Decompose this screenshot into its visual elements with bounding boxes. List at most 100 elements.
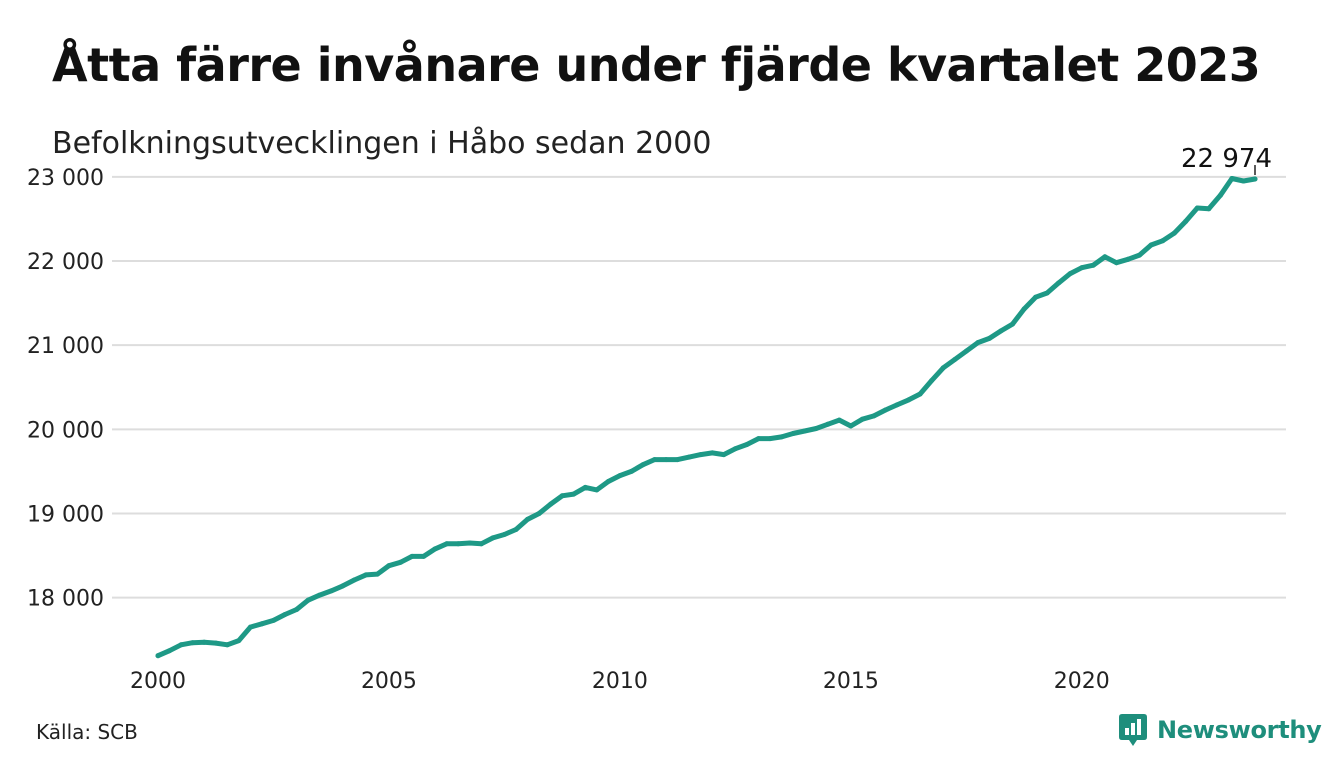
data-point [190, 640, 196, 646]
data-point [1229, 176, 1235, 181]
data-point [744, 442, 750, 447]
data-point [432, 546, 438, 552]
data-point [1241, 178, 1246, 184]
data-point [513, 527, 519, 532]
data-point [398, 559, 403, 565]
data-point [894, 402, 900, 408]
data-point [1137, 252, 1142, 258]
data-point [1079, 265, 1085, 271]
data-point [582, 484, 588, 490]
data-point [652, 457, 657, 463]
data-point [779, 434, 785, 440]
data-point [998, 328, 1004, 334]
data-point [271, 617, 276, 623]
x-tick-label: 2005 [361, 669, 417, 694]
newsworthy-logo-icon [1119, 714, 1147, 746]
data-point [871, 413, 877, 419]
data-point [709, 450, 715, 456]
data-point [1183, 218, 1189, 224]
data-point [802, 428, 808, 434]
chart-subtitle: Befolkningsutvecklingen i Håbo sedan 200… [52, 126, 712, 161]
data-point [571, 491, 577, 497]
data-point [282, 612, 288, 617]
data-point [525, 516, 530, 522]
data-point [1160, 238, 1166, 244]
data-point [224, 642, 230, 648]
y-tick-label: 21 000 [27, 334, 104, 359]
line-chart: 18 000 19 000 20 000 21 000 22 000 23 000 200… [27, 144, 1286, 694]
data-point [836, 417, 842, 423]
data-point [559, 493, 565, 499]
data-point [455, 541, 461, 547]
data-point [167, 648, 172, 654]
end-value-label: 22 974 [1181, 144, 1272, 174]
data-point [963, 348, 969, 354]
data-point [1113, 260, 1119, 266]
data-point [294, 607, 300, 612]
x-tick-label: 2000 [130, 669, 186, 694]
brand-logo: Newsworthy [1118, 713, 1322, 747]
data-point [155, 653, 161, 659]
data-point [952, 357, 958, 362]
y-tick-label: 19 000 [27, 503, 104, 528]
data-point [201, 639, 207, 645]
y-tick-label: 22 000 [27, 250, 104, 275]
annotation-layer: 22 974 [1181, 144, 1272, 176]
data-point [1090, 262, 1096, 268]
data-point [1206, 206, 1212, 212]
data-point [594, 487, 600, 493]
data-point [213, 640, 219, 646]
data-point [640, 462, 646, 468]
y-tick-label: 18 000 [27, 587, 104, 612]
y-axis-ticks: 18 000 19 000 20 000 21 000 22 000 23 000 [27, 166, 104, 612]
data-point [1044, 290, 1050, 296]
x-axis-ticks: 2000 2005 2010 2015 2020 [130, 669, 1110, 694]
data-point [986, 335, 992, 341]
data-point [328, 588, 334, 594]
data-point [374, 571, 380, 577]
data-point [605, 479, 611, 484]
data-point [906, 397, 912, 403]
data-point [1171, 230, 1177, 236]
data-point [1252, 176, 1258, 182]
data-point [859, 416, 865, 422]
series-layer [155, 176, 1258, 659]
data-point [883, 407, 888, 413]
data-point [236, 638, 242, 644]
data-point [1033, 294, 1039, 300]
data-point [756, 436, 761, 442]
series-line [155, 176, 1258, 659]
data-point [1056, 280, 1062, 286]
data-point [1194, 205, 1200, 211]
data-point [536, 511, 542, 516]
data-point [467, 540, 473, 546]
data-point [247, 624, 253, 630]
data-point [1125, 256, 1131, 262]
data-point [698, 452, 704, 458]
data-point [178, 642, 184, 648]
data-point [825, 421, 831, 427]
x-tick-label: 2015 [823, 669, 879, 694]
data-point [259, 621, 265, 627]
data-point [617, 473, 623, 479]
data-point [409, 553, 415, 559]
y-tick-label: 20 000 [27, 418, 104, 443]
data-point [363, 572, 369, 578]
data-point [929, 378, 935, 383]
data-point [1067, 271, 1073, 277]
x-tick-label: 2020 [1054, 669, 1110, 694]
data-point [628, 468, 634, 474]
data-point [490, 535, 496, 541]
y-tick-label: 23 000 [27, 166, 104, 191]
chart-title: Åtta färre invånare under fjärde kvartal… [52, 38, 1261, 92]
data-point [444, 541, 450, 547]
data-point [721, 452, 727, 458]
data-point [1217, 192, 1223, 198]
x-tick-label: 2010 [592, 669, 648, 694]
data-point [478, 541, 484, 547]
data-point [501, 532, 507, 537]
gridlines [112, 175, 1286, 599]
data-point [767, 436, 773, 442]
data-point [663, 457, 669, 463]
data-point [421, 553, 427, 559]
